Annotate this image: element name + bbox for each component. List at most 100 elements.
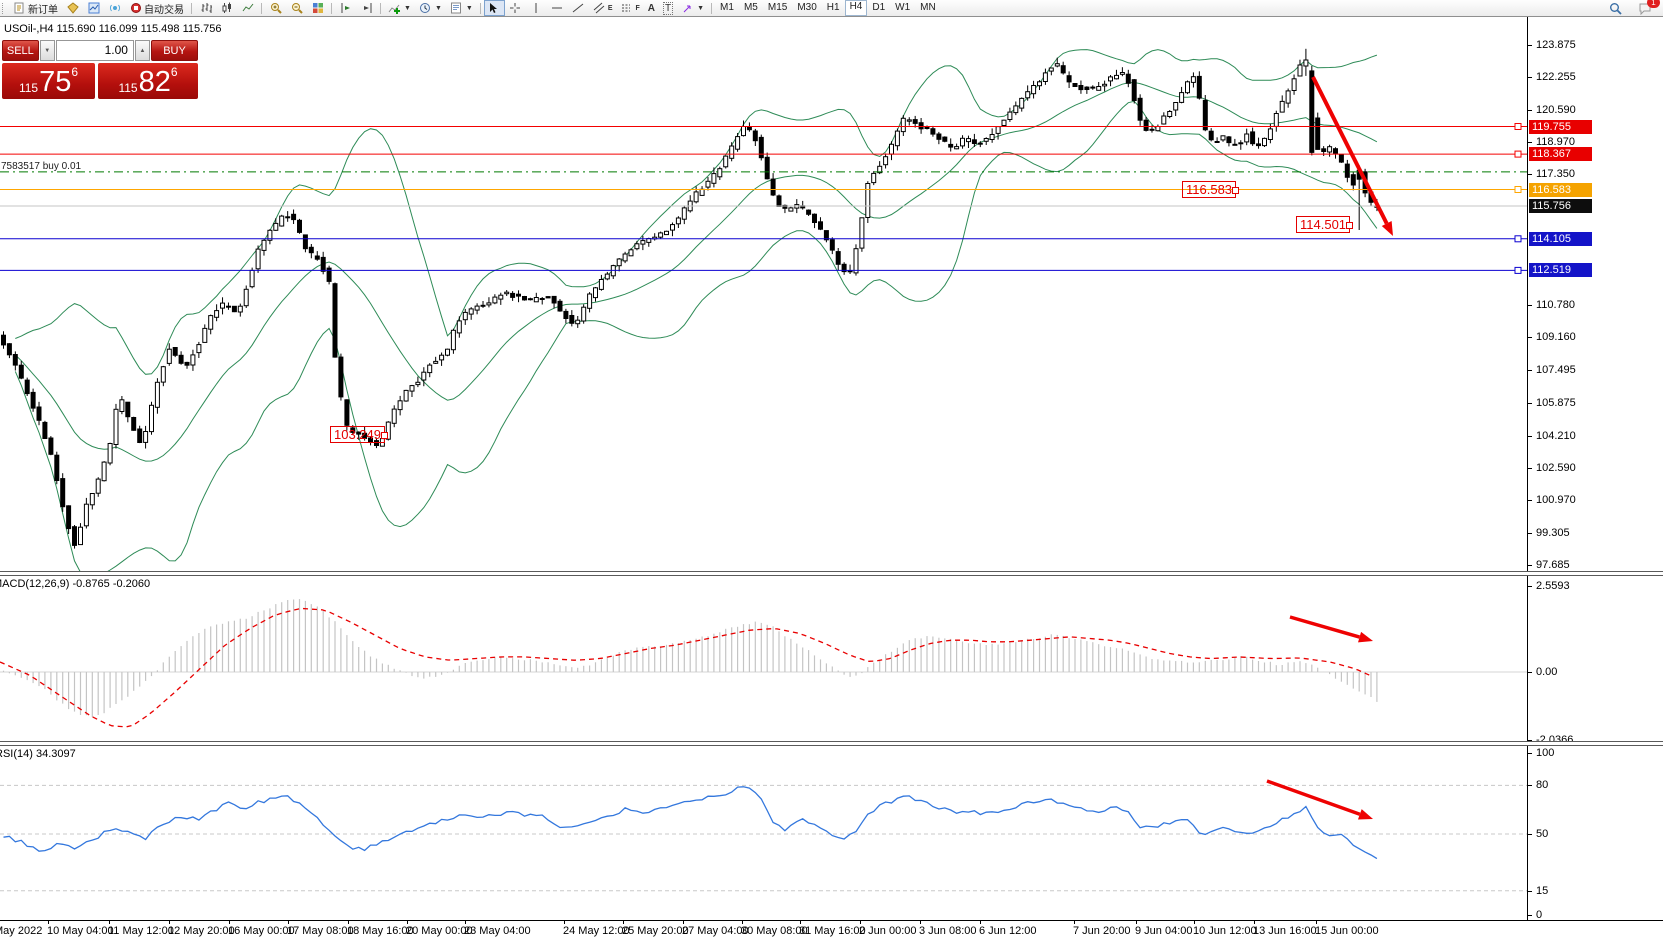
macd-histogram[interactable] [2,599,1378,717]
time-tick-mark [465,921,466,924]
timeframe-m1[interactable]: M1 [720,2,734,13]
axis-tick-mark [1528,500,1532,501]
bid-big: 75 [39,66,72,98]
price-badge[interactable]: 114.105 [1529,231,1592,246]
y-axis-label: 118.970 [1536,136,1575,149]
indicators-button[interactable]: ▼ [384,0,415,16]
bollinger-lower-band[interactable] [14,100,1378,571]
x-axis-label: 11 May 12:00 [108,925,174,937]
channel-button[interactable]: E [589,0,617,16]
timeframe-m5[interactable]: M5 [743,2,758,13]
timeframe-h4[interactable]: H4 [844,0,868,16]
axis-tick-mark [1528,740,1532,742]
pane-divider[interactable] [0,571,1663,576]
x-axis-label: 23 May 04:00 [464,925,531,937]
trend-arrow[interactable] [1266,779,1373,820]
timeframe-h1[interactable]: H1 [826,2,840,13]
time-tick-mark [1074,921,1075,924]
profile-button[interactable] [62,0,83,16]
profile-icon [66,2,79,15]
charts-window-button[interactable] [83,0,104,16]
trendline-button[interactable] [568,0,589,16]
new-order-button[interactable]: 新订单 [9,0,62,16]
tile-windows-icon [311,2,324,15]
timeframe-mn[interactable]: MN [920,2,936,13]
price-badge[interactable]: 112.519 [1529,263,1592,278]
autotrading-button[interactable]: 自动交易 [125,0,188,16]
timeframe-m15[interactable]: M15 [767,2,788,13]
bar-chart-button[interactable] [195,0,216,16]
vertical-line-button[interactable] [526,0,547,16]
bid-price-button[interactable]: 115 75 6 [2,63,95,99]
new-order-icon [13,2,26,15]
ask-price-button[interactable]: 115 82 6 [98,63,198,99]
crosshair-button[interactable] [505,0,526,16]
fibonacci-button[interactable]: F [616,0,643,16]
price-badge[interactable]: 119.755 [1529,119,1592,134]
signal-button[interactable] [104,0,125,16]
rsi-pane[interactable] [0,746,1527,919]
volume-decrease-button[interactable]: ▼ [39,40,55,61]
y-axis-label: 2.5593 [1536,580,1570,593]
rsi-line[interactable] [3,786,1378,860]
price-badge[interactable]: 118.367 [1529,147,1592,162]
y-axis-label: 100.970 [1536,494,1576,506]
line-endcap[interactable] [1514,123,1522,130]
line-endcap[interactable] [1514,150,1522,158]
x-axis-label: 10 Jun 12:00 [1193,925,1257,937]
bollinger-upper-band[interactable] [15,49,1378,375]
axis-tick-mark [1528,565,1532,567]
time-tick-mark [920,921,921,924]
toolbar-drag-handle[interactable] [2,2,7,14]
time-tick-mark [742,921,743,924]
x-axis-label: 20 May 00:00 [406,925,473,937]
price-badge[interactable]: 115.756 [1529,199,1592,213]
text-label-button[interactable]: T [659,0,677,16]
sell-button[interactable]: SELL [2,40,39,61]
notifications-button[interactable]: 1 [1634,0,1660,16]
tile-windows-button[interactable] [307,0,328,16]
timeframe-d1[interactable]: D1 [872,2,886,13]
macd-signal-line[interactable] [0,607,1373,728]
shift-chart-button[interactable] [335,0,356,16]
periods-button[interactable]: ▼ [415,0,446,16]
search-button[interactable] [1605,0,1626,16]
price-axis[interactable]: 123.875 122.255 120.590 118.970 117.350 110.7… [1528,17,1663,921]
bollinger-middle-band[interactable] [14,81,1378,462]
volume-input[interactable]: 1.00 [55,40,134,61]
candlestick-button[interactable] [216,0,237,16]
arrows-button[interactable]: ▼ [677,0,708,16]
horizontal-line-button[interactable] [547,0,568,16]
price-badge[interactable]: 116.583 [1529,182,1592,197]
ask-sup: 6 [170,65,178,79]
volume-increase-button[interactable]: ▲ [134,40,151,61]
main-chart-pane[interactable] [0,17,1527,571]
ask-prefix: 115 [118,81,138,95]
autoscroll-button[interactable] [356,0,377,16]
cursor-button[interactable] [483,0,505,16]
timeframe-m30[interactable]: M30 [797,2,817,13]
pane-divider[interactable] [0,741,1663,746]
line-chart-button[interactable] [237,0,258,16]
macd-pane[interactable] [0,576,1527,741]
time-tick-mark [1194,921,1195,924]
time-tick-mark [980,921,981,924]
trend-arrow[interactable] [1289,615,1373,643]
line-endcap[interactable] [1514,266,1522,274]
line-endcap[interactable] [1514,235,1522,243]
text-button[interactable]: A [644,0,659,16]
timeframe-w1[interactable]: W1 [895,2,911,13]
x-axis-label: 27 May 04:00 [682,925,749,937]
zoom-out-button[interactable] [286,0,307,16]
line-endcap[interactable] [1514,186,1522,193]
zoom-in-button[interactable] [265,0,286,16]
templates-button[interactable]: ▼ [446,0,477,16]
cursor-icon [488,2,501,15]
toolbar-separator [191,2,192,14]
y-axis-label: 99.305 [1536,527,1570,540]
candlestick-series[interactable] [1,48,1380,549]
buy-button[interactable]: BUY [151,40,198,61]
x-axis-label: 25 May 20:00 [622,925,689,937]
trend-arrow[interactable] [1311,76,1393,236]
